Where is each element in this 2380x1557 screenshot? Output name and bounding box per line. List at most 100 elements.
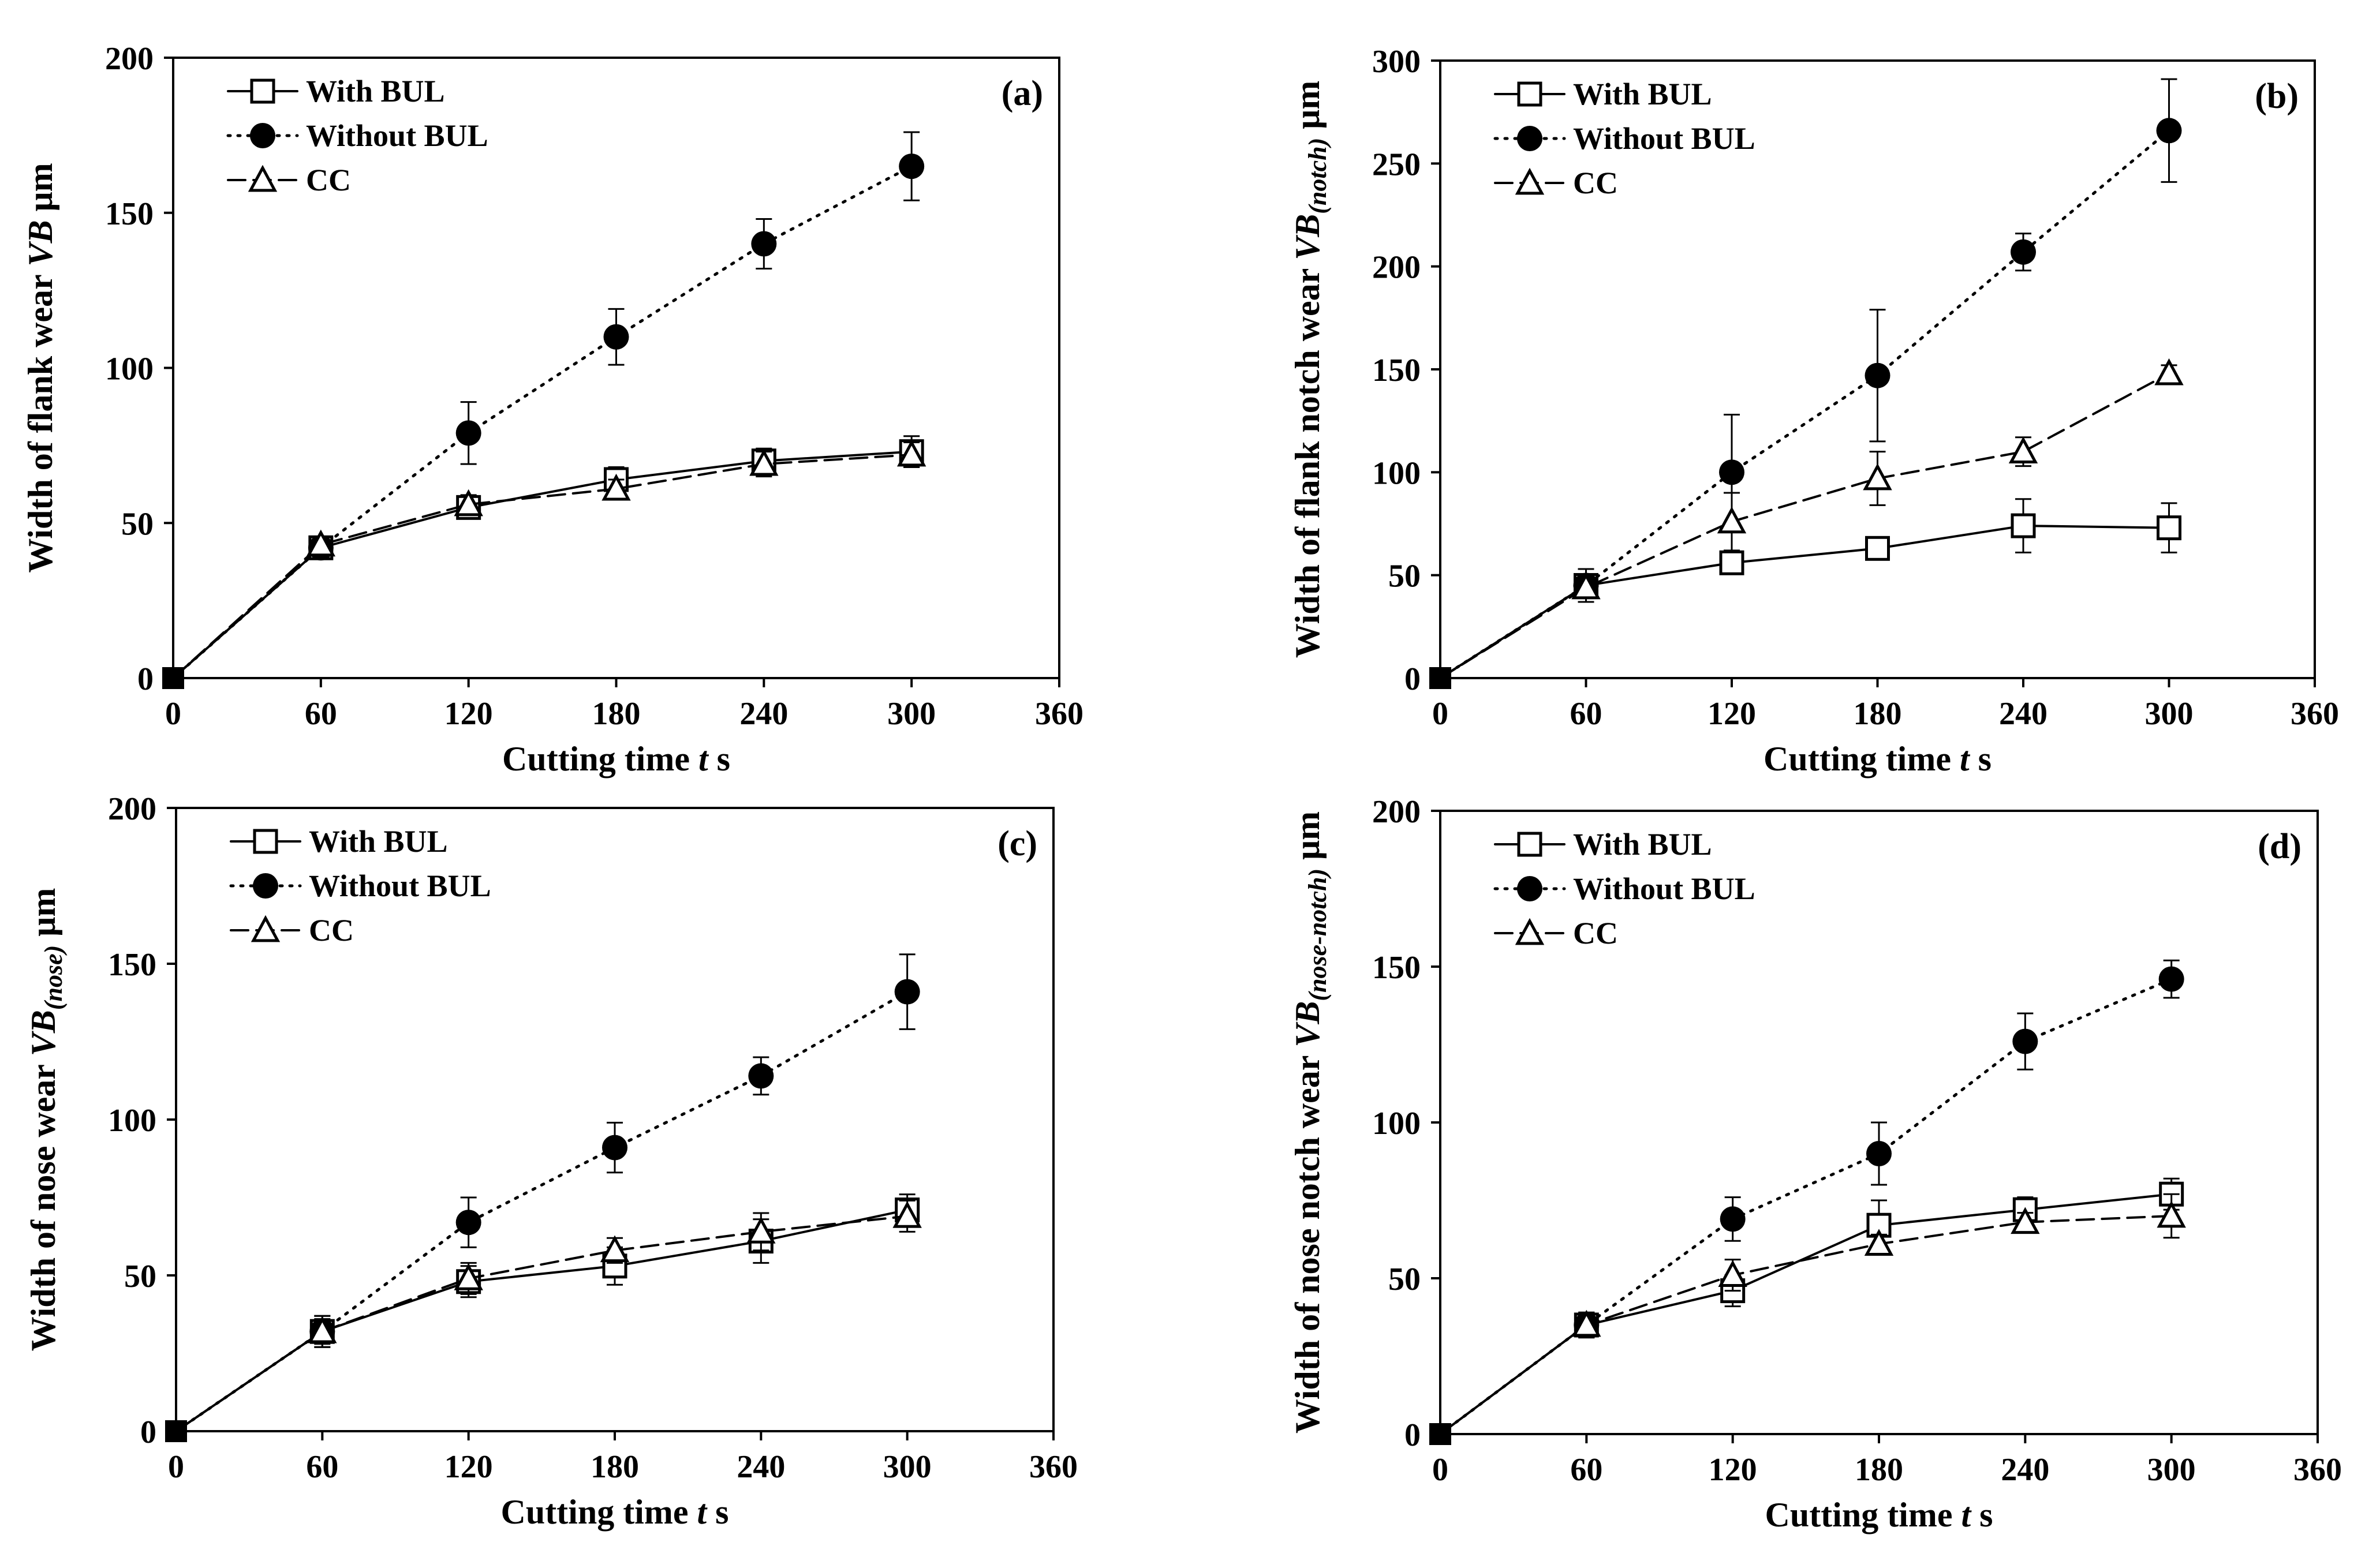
legend-label: With BUL bbox=[306, 74, 445, 108]
data-point bbox=[1866, 1141, 1892, 1166]
data-point bbox=[165, 1420, 187, 1442]
y-tick-label: 100 bbox=[108, 1103, 156, 1139]
legend-label: With BUL bbox=[1573, 827, 1712, 862]
legend-label: Without BUL bbox=[1573, 871, 1755, 906]
y-tick-label: 200 bbox=[1372, 794, 1421, 830]
x-tick-label: 120 bbox=[1708, 696, 1756, 732]
data-point bbox=[600, 1235, 630, 1263]
x-tick-label: 180 bbox=[1855, 1452, 1903, 1488]
y-tick-label: 200 bbox=[105, 41, 154, 77]
x-tick-label: 240 bbox=[2001, 1452, 2049, 1488]
legend-marker bbox=[250, 123, 275, 148]
data-point bbox=[2157, 1200, 2186, 1228]
y-tick-label: 250 bbox=[1372, 147, 1421, 182]
series-line bbox=[1439, 129, 2170, 680]
legend-marker bbox=[253, 829, 278, 854]
x-tick-label: 0 bbox=[1432, 696, 1448, 732]
y-tick-label: 0 bbox=[1404, 1417, 1421, 1453]
data-point bbox=[1865, 536, 1890, 561]
chart-panels: 0 60 120 180 240 300 360 0 50 100 150 200 Cutting ti… bbox=[21, 41, 2342, 1534]
data-point bbox=[2011, 1207, 2040, 1234]
x-tick-label: 300 bbox=[887, 696, 936, 732]
chart-panel-a: 0 60 120 180 240 300 360 0 50 100 150 200 Cutting ti… bbox=[21, 41, 1083, 778]
legend-marker bbox=[1517, 876, 1542, 901]
x-tick-label: 60 bbox=[306, 1449, 338, 1485]
data-point bbox=[1720, 1206, 1746, 1232]
x-tick-label: 360 bbox=[1035, 696, 1083, 732]
legend-marker bbox=[253, 873, 278, 899]
y-axis-title: Width of nose notch wear VB(nose-notch) … bbox=[1288, 811, 1332, 1434]
data-point bbox=[749, 448, 779, 476]
data-point bbox=[1719, 459, 1744, 485]
x-axis-title: Cutting time t s bbox=[502, 740, 730, 778]
panel-label: (a) bbox=[1002, 74, 1043, 113]
x-tick-label: 60 bbox=[305, 696, 337, 732]
series-line bbox=[171, 164, 913, 680]
x-axis-title: Cutting time t s bbox=[1765, 1496, 1993, 1534]
x-tick-label: 360 bbox=[1029, 1449, 1078, 1485]
data-point bbox=[601, 473, 631, 501]
data-point bbox=[2011, 513, 2036, 538]
data-point bbox=[1429, 1423, 1451, 1445]
x-tick-label: 240 bbox=[737, 1449, 785, 1485]
data-point bbox=[1572, 1309, 1601, 1337]
data-point bbox=[454, 1263, 483, 1290]
y-axis-title: Width of flank notch wear VB(notch) μm bbox=[1288, 81, 1332, 658]
data-point bbox=[751, 231, 777, 257]
data-point bbox=[1718, 1260, 1747, 1287]
data-point bbox=[896, 439, 926, 467]
data-point bbox=[602, 1135, 627, 1161]
data-point bbox=[1864, 1229, 1894, 1256]
panel-label: (d) bbox=[2258, 827, 2301, 866]
series-line bbox=[174, 990, 909, 1433]
x-tick-label: 120 bbox=[1709, 1452, 1757, 1488]
x-tick-label: 120 bbox=[444, 696, 493, 732]
legend-label: With BUL bbox=[309, 824, 448, 859]
legend-marker bbox=[1515, 918, 1545, 945]
data-point bbox=[1719, 550, 1744, 575]
y-tick-label: 100 bbox=[1372, 455, 1421, 491]
data-point bbox=[306, 529, 336, 557]
panel-label: (c) bbox=[997, 824, 1037, 863]
x-axis-title: Cutting time t s bbox=[1763, 740, 1992, 778]
legend-label: Without BUL bbox=[306, 118, 488, 153]
data-point bbox=[1717, 506, 1747, 534]
legend-marker bbox=[1517, 126, 1542, 151]
y-tick-label: 150 bbox=[1372, 353, 1421, 388]
panel-label: (b) bbox=[2255, 77, 2299, 116]
legend-marker bbox=[1517, 81, 1542, 107]
data-point bbox=[899, 154, 925, 179]
x-tick-label: 360 bbox=[2293, 1452, 2342, 1488]
legend-label: CC bbox=[1573, 916, 1618, 950]
legend-label: CC bbox=[306, 163, 351, 197]
data-point bbox=[1571, 572, 1601, 600]
y-tick-label: 100 bbox=[1372, 1106, 1421, 1141]
x-tick-label: 60 bbox=[1570, 1452, 1602, 1488]
legend-label: Without BUL bbox=[1573, 121, 1755, 156]
legend-marker bbox=[1515, 167, 1545, 195]
legend: With BUL Without BUL CC bbox=[229, 824, 491, 948]
series-cc bbox=[1429, 1193, 2186, 1445]
y-tick-label: 300 bbox=[1372, 44, 1421, 80]
data-point bbox=[454, 489, 483, 516]
chart-panel-d: 0 60 120 180 240 300 360 0 50 100 150 200 Cutting ti… bbox=[1288, 794, 2342, 1534]
chart-panel-c: 0 60 120 180 240 300 360 0 50 100 150 200 Cutting ti… bbox=[24, 791, 1078, 1531]
series-line bbox=[1439, 1215, 2173, 1435]
x-tick-label: 120 bbox=[444, 1449, 493, 1485]
y-axis-title: Width of nose wear VB(nose) μm bbox=[24, 888, 68, 1352]
data-point bbox=[2011, 239, 2036, 265]
y-tick-label: 50 bbox=[1388, 1262, 1421, 1297]
y-tick-label: 50 bbox=[124, 1259, 156, 1294]
series-cc bbox=[1429, 358, 2184, 689]
y-tick-label: 150 bbox=[105, 196, 154, 232]
y-tick-label: 0 bbox=[140, 1414, 156, 1450]
series-line bbox=[172, 450, 913, 679]
y-tick-label: 150 bbox=[1372, 950, 1421, 986]
data-point bbox=[308, 1316, 337, 1343]
x-tick-label: 180 bbox=[592, 696, 641, 732]
legend-label: CC bbox=[309, 913, 354, 948]
y-tick-label: 50 bbox=[1388, 559, 1421, 594]
data-point bbox=[746, 1217, 776, 1244]
data-point bbox=[894, 979, 920, 1005]
x-tick-label: 300 bbox=[883, 1449, 932, 1485]
